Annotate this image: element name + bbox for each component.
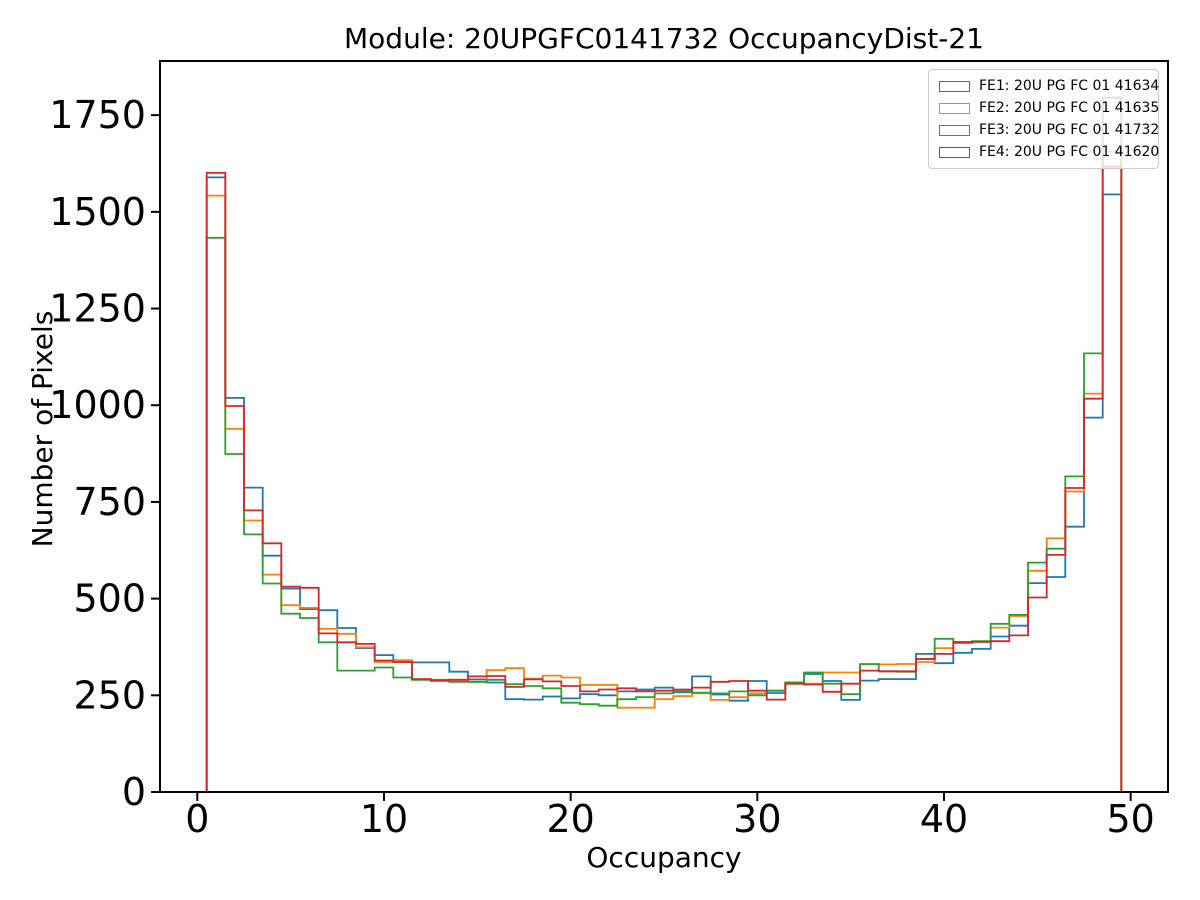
y-tick-label: 1500 [49, 190, 146, 234]
y-tick-label: 1250 [49, 287, 146, 331]
x-tick-label: 50 [1106, 797, 1154, 841]
legend-swatch-icon [939, 124, 970, 136]
x-tick-label: 10 [360, 797, 408, 841]
legend-entry-label: FE2: 20U PG FC 01 41635 [979, 100, 1160, 116]
x-tick-label: 30 [733, 797, 781, 841]
series-step-4 [205, 165, 1123, 792]
legend-entry-4: FE4: 20U PG FC 01 41620 [935, 141, 1159, 163]
y-tick-label: 1750 [49, 93, 146, 137]
legend-entry-label: FE1: 20U PG FC 01 41634 [979, 78, 1160, 94]
legend-entry-label: FE3: 20U PG FC 01 41732 [979, 122, 1160, 138]
axes-spines [159, 60, 1169, 793]
x-tick-label: 20 [546, 797, 594, 841]
y-tick-label: 500 [73, 577, 146, 621]
legend-swatch-icon [939, 102, 970, 114]
y-tick-label: 1000 [49, 383, 146, 427]
x-tick-label: 40 [920, 797, 968, 841]
x-tick-label: 0 [185, 797, 209, 841]
y-tick-label: 0 [122, 770, 146, 814]
legend-entry-1: FE1: 20U PG FC 01 41634 [935, 75, 1159, 97]
legend-swatch-icon [939, 146, 970, 158]
x-axis-label: Occupancy [586, 841, 742, 874]
y-tick-label: 750 [73, 480, 146, 524]
y-axis-label: Number of Pixels [26, 310, 59, 548]
series-step-1 [205, 176, 1123, 792]
legend-swatch-icon [939, 80, 970, 92]
legend-box: FE1: 20U PG FC 01 41634 FE2: 20U PG FC 01… [928, 69, 1159, 169]
legend-entry-label: FE4: 20U PG FC 01 41620 [979, 144, 1160, 160]
chart-title: Module: 20UPGFC0141732 OccupancyDist-21 [344, 22, 984, 55]
legend-entry-3: FE3: 20U PG FC 01 41732 [935, 119, 1159, 141]
legend-entry-2: FE2: 20U PG FC 01 41635 [935, 97, 1159, 119]
y-tick-label: 250 [73, 673, 146, 717]
plot-area [160, 61, 1168, 792]
